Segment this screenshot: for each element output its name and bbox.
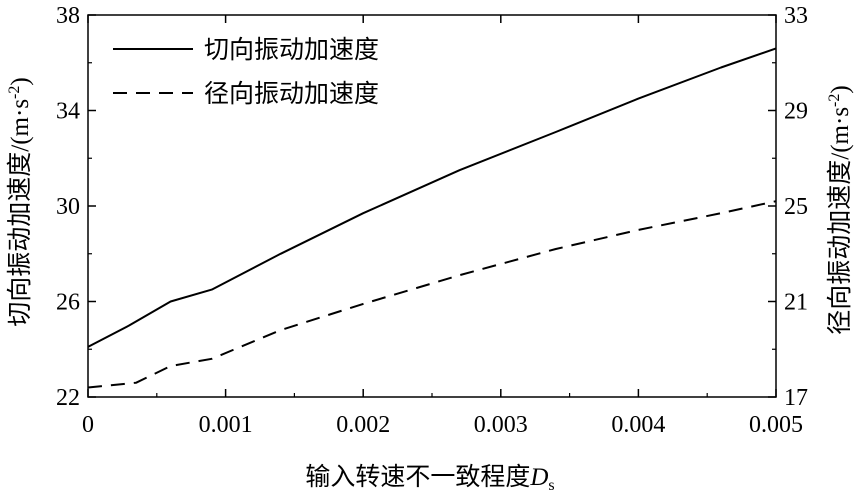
left-y-axis-label: 切向振动加速度/(m·s-2)	[6, 77, 34, 326]
right-y-axis-label-exponent: -2	[826, 94, 843, 107]
right-y-tick-labels: 17 21 25 29 33	[784, 3, 808, 411]
right-y-axis-label: 径向振动加速度/(m·s-2)	[826, 85, 854, 334]
left-y-tick-label: 30	[56, 194, 80, 220]
series-layer	[87, 47, 777, 389]
x-tick-label: 0.004	[611, 412, 665, 438]
x-axis-label-subscript: s	[548, 477, 554, 494]
right-y-tick-label: 21	[784, 290, 808, 316]
plot-frame	[87, 14, 777, 398]
x-tick-label: 0.005	[749, 412, 803, 438]
x-tick-labels: 0 0.001 0.002 0.003 0.004 0.005	[82, 412, 803, 438]
axis-ticks	[87, 14, 777, 398]
right-y-tick-label: 17	[784, 385, 808, 411]
legend: 切向振动加速度 径向振动加速度	[113, 36, 379, 108]
x-tick-label: 0.002	[336, 412, 390, 438]
series-line-tangential	[87, 47, 777, 348]
left-y-tick-label: 26	[56, 290, 80, 316]
right-y-axis-label-close: )	[827, 85, 854, 93]
left-y-axis-label-text: 切向振动加速度/(m·s	[6, 99, 34, 327]
x-tick-label: 0.003	[474, 412, 528, 438]
left-y-axis-label-exponent: -2	[6, 86, 23, 99]
right-y-axis-label-text: 径向振动加速度	[826, 160, 854, 335]
series-line-radial	[87, 200, 777, 389]
x-axis-label-text: 输入转速不一致程度	[305, 463, 530, 491]
x-axis-label: 输入转速不一致程度Ds	[305, 463, 554, 494]
x-tick-label: 0.001	[199, 412, 253, 438]
left-y-tick-label: 34	[56, 99, 80, 125]
left-y-tick-label: 22	[56, 385, 80, 411]
right-y-tick-label: 25	[784, 194, 808, 220]
right-y-axis-label-unit: /(m·s	[827, 107, 854, 160]
left-y-tick-labels: 22 26 30 34 38	[56, 3, 80, 411]
right-y-tick-label: 29	[784, 99, 808, 125]
legend-label-tangential: 切向振动加速度	[204, 36, 379, 64]
left-y-tick-label: 38	[56, 3, 80, 29]
legend-label-radial: 径向振动加速度	[204, 80, 379, 108]
left-y-axis-label-close: )	[7, 77, 34, 85]
right-y-tick-label: 33	[784, 3, 808, 29]
x-axis-label-symbol: D	[529, 464, 548, 491]
x-tick-label: 0	[82, 412, 94, 438]
